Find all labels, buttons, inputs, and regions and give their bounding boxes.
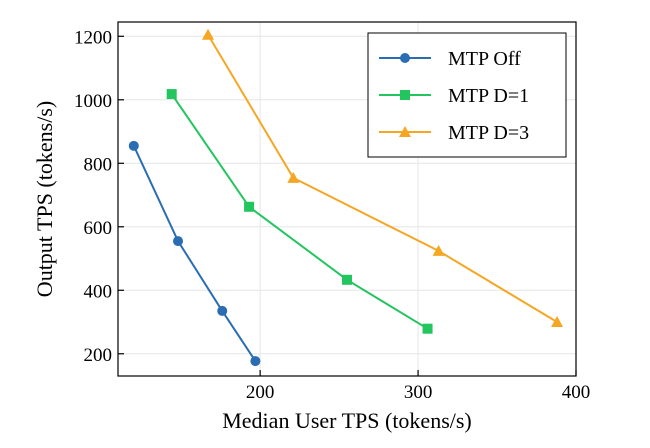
legend-marker: [399, 126, 411, 137]
data-point: [217, 305, 228, 316]
x-tick-label: 300: [404, 382, 433, 403]
data-point: [422, 323, 433, 334]
x-axis-title: Median User TPS (tokens/s): [222, 408, 472, 433]
legend-label: MTP Off: [448, 48, 521, 70]
data-point: [551, 316, 564, 328]
series-2: [166, 89, 433, 334]
data-point: [250, 356, 261, 367]
axis-ticks: 200 300 400 200 400 600 800 1000 1200: [74, 27, 590, 403]
legend: MTP Off MTP D=1 MTP D=3: [367, 32, 567, 158]
legend-item: MTP D=1: [379, 85, 529, 107]
data-point: [166, 89, 177, 100]
plot-frame: [117, 21, 577, 377]
y-axis-title: Output TPS (tokens/s): [32, 101, 57, 297]
y-tick-label: 800: [84, 154, 113, 175]
data-point: [202, 28, 215, 40]
series-3: [202, 28, 564, 328]
y-tick-label: 600: [84, 218, 113, 239]
x-tick-label: 200: [246, 382, 275, 403]
legend-label: MTP D=3: [448, 122, 529, 144]
legend-label: MTP D=1: [448, 85, 529, 107]
data-point: [128, 140, 139, 151]
series-line: [170, 93, 429, 330]
data-point: [173, 236, 184, 247]
legend-item: MTP Off: [379, 48, 521, 70]
data-point: [244, 201, 255, 212]
y-tick-label: 200: [84, 345, 113, 366]
series-line: [132, 145, 257, 362]
series-line: [207, 34, 558, 323]
y-tick-label: 1200: [74, 27, 112, 48]
series-layer: [128, 28, 564, 367]
series-1: [128, 140, 261, 367]
legend-item: MTP D=3: [379, 122, 529, 144]
data-point: [342, 274, 352, 285]
legend-marker: [400, 90, 410, 100]
x-tick-label: 400: [562, 382, 591, 403]
data-point: [432, 244, 445, 256]
legend-marker: [400, 53, 410, 63]
y-tick-label: 400: [84, 281, 113, 302]
data-point: [287, 171, 300, 183]
y-tick-label: 1000: [74, 91, 112, 112]
